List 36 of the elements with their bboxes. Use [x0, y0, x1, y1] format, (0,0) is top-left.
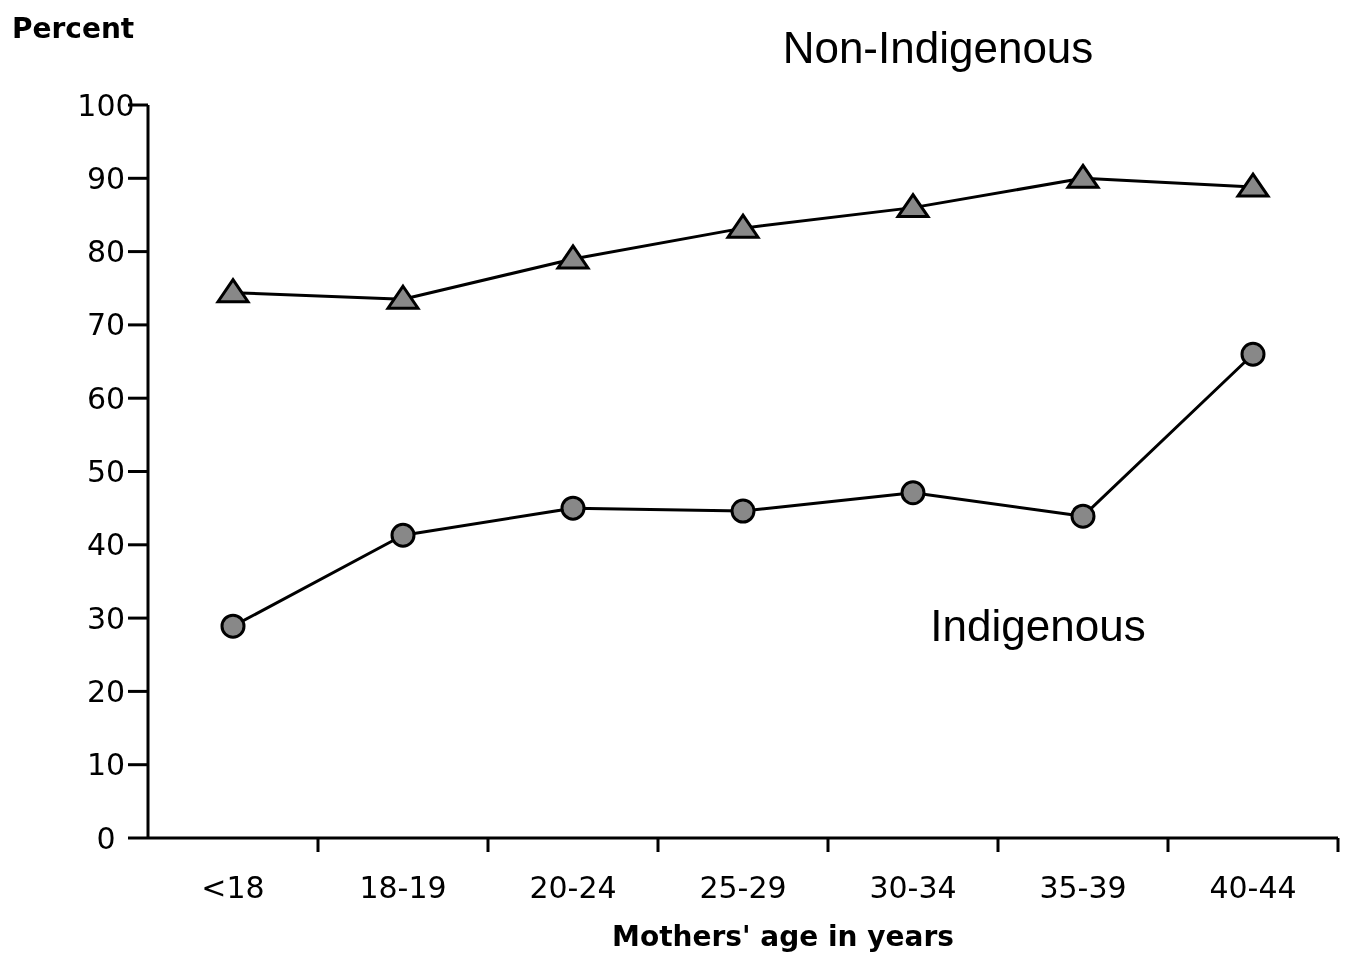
text: Indigenous — [930, 601, 1146, 651]
point — [386, 284, 420, 310]
y-tick-label: 100 — [77, 87, 135, 123]
point — [560, 495, 586, 521]
text: Non-Indigenous — [782, 23, 1094, 73]
y-tick-label: 50 — [86, 454, 126, 489]
point — [390, 522, 416, 548]
y-tick-label: 70 — [86, 307, 126, 343]
point — [1066, 163, 1100, 189]
y-tick-label: 60 — [86, 380, 126, 416]
x-tick-label: 35-39 — [1039, 870, 1127, 905]
y-axis-title: Percent — [12, 12, 135, 45]
point — [556, 244, 590, 270]
x-tick-label: 30-34 — [869, 870, 957, 905]
point — [216, 278, 250, 304]
y-tick-label: 20 — [86, 673, 126, 709]
x-tick-label: 25-29 — [699, 870, 787, 905]
point — [726, 213, 760, 239]
y-tick-label: 10 — [86, 747, 126, 783]
x-tick-label: 40-44 — [1209, 870, 1297, 905]
y-tick-label: 80 — [86, 234, 126, 270]
x-tick-label: 20-24 — [529, 870, 617, 905]
y-tick-label: 90 — [86, 160, 126, 196]
point — [730, 498, 756, 524]
point — [1070, 503, 1096, 529]
y-tick-label: 30 — [86, 600, 126, 636]
y-tick-label: 0 — [96, 820, 116, 856]
x-tick-label: 18-19 — [359, 870, 447, 905]
point — [900, 480, 926, 506]
x-tick-label: <18 — [201, 870, 265, 905]
point — [220, 613, 246, 639]
point — [1236, 172, 1270, 198]
point — [896, 193, 930, 219]
y-tick-label: 40 — [86, 527, 126, 563]
point — [1240, 341, 1266, 367]
x-axis-title: Mothers' age in years — [612, 920, 954, 953]
